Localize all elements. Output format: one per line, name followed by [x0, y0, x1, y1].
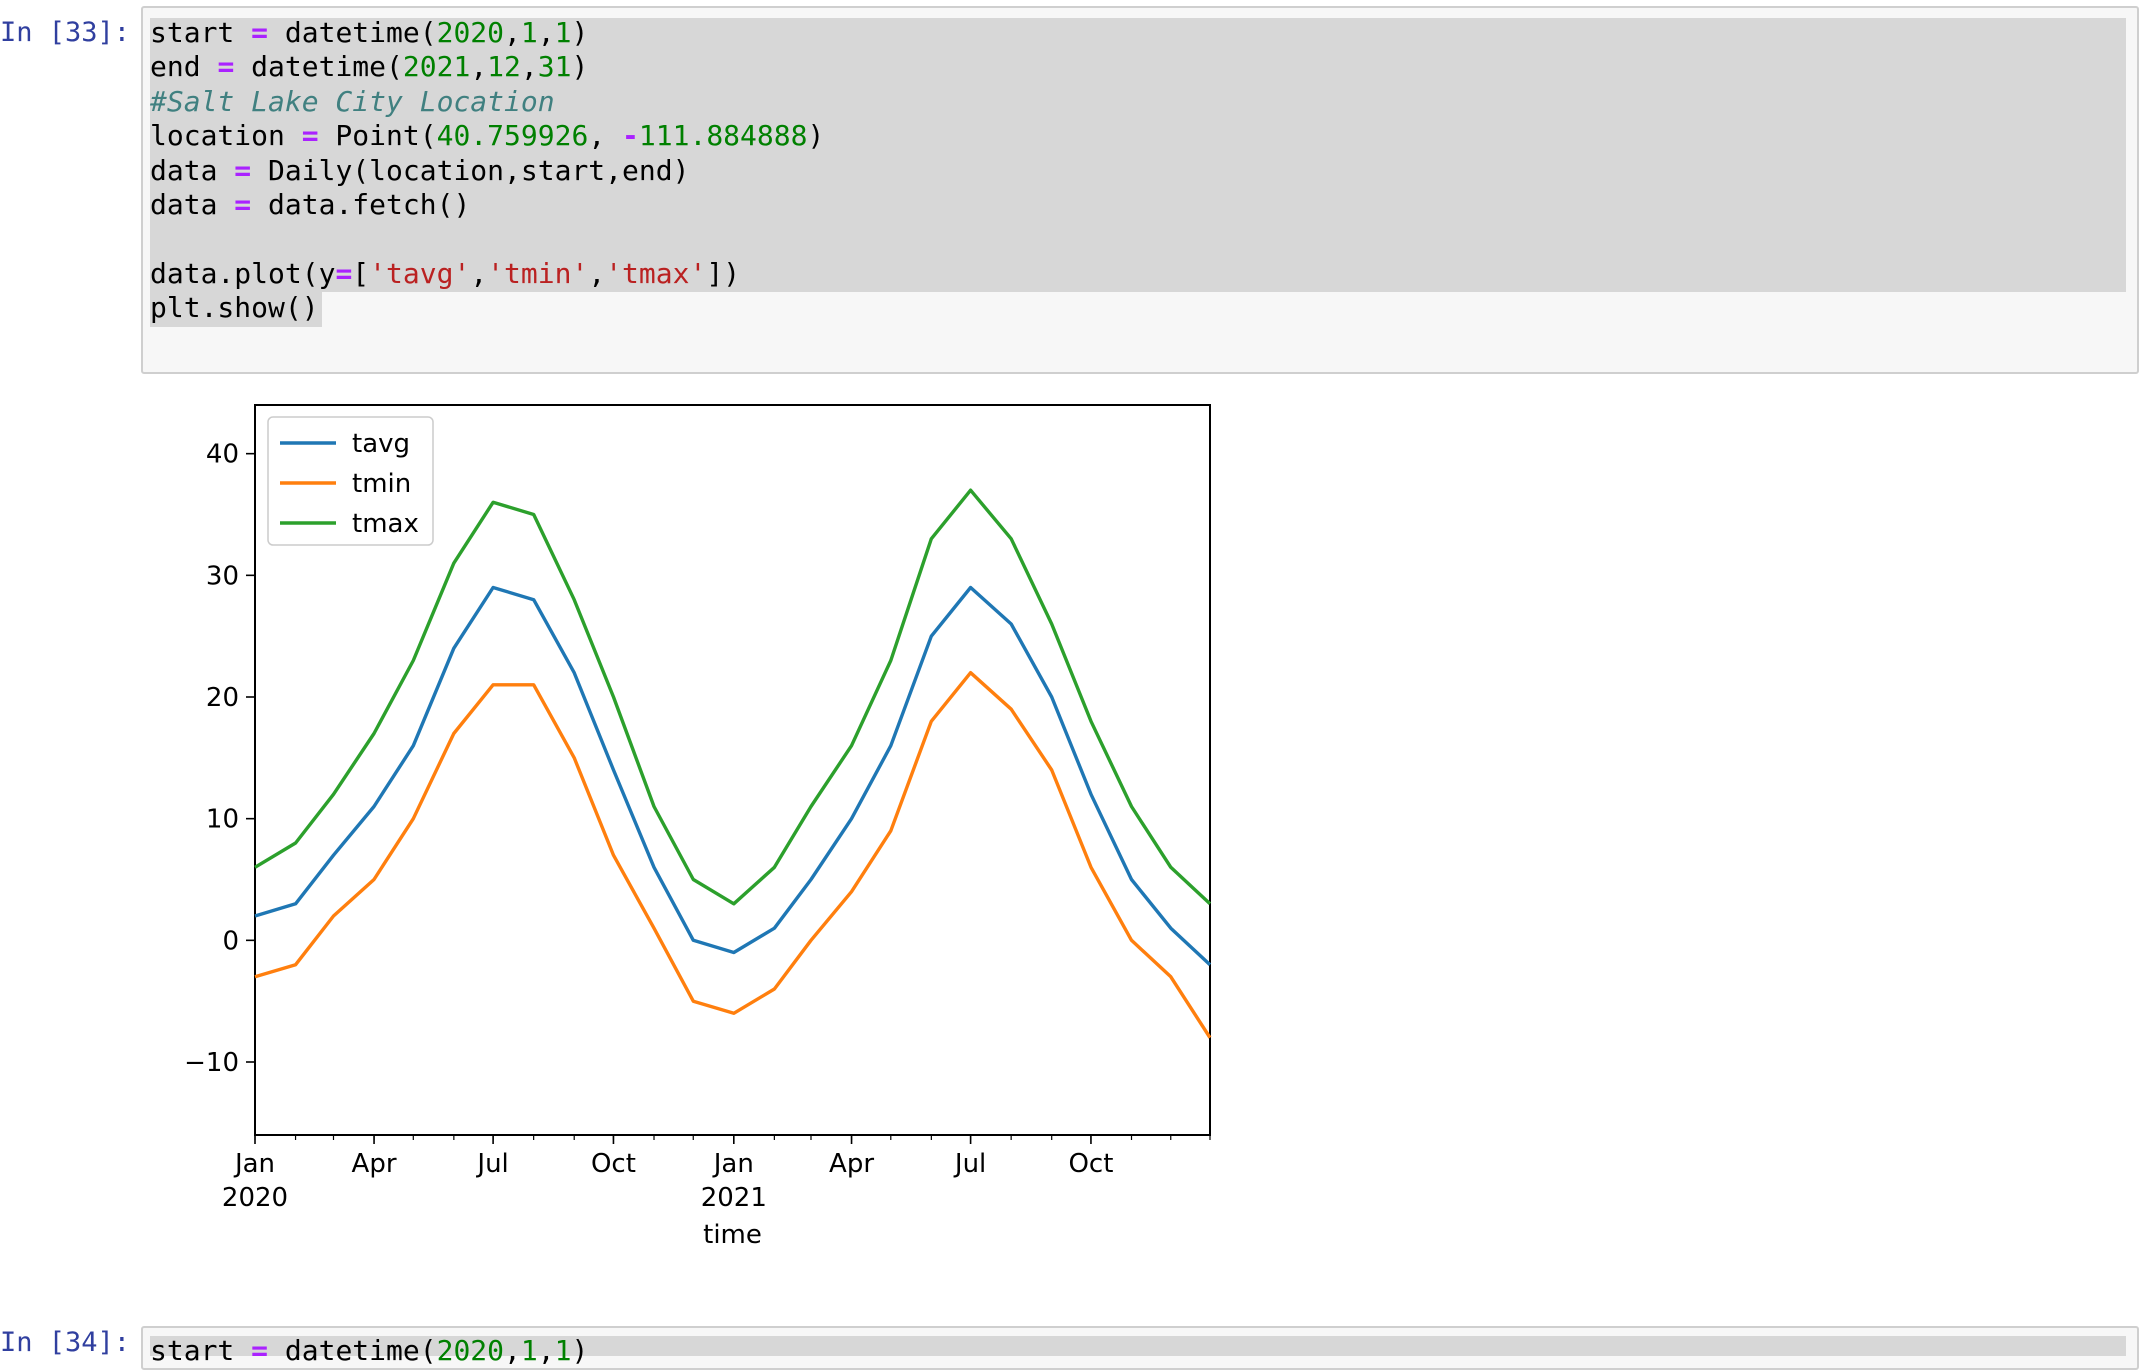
code-editor[interactable]: start = datetime(2020,1,1) end = datetime…	[150, 16, 824, 326]
temperature-line-chart: −10 0 10 20 30 40 Jan 2020 Apr Jul Oct Jan 2021 Apr Ju…	[184, 404, 1212, 1250]
y-tick-label: 30	[206, 561, 239, 591]
series-line-tavg	[254, 585, 1212, 966]
y-tick-label: 10	[206, 805, 239, 835]
x-tick-label: Oct	[1068, 1149, 1113, 1179]
x-tick-label: Apr	[352, 1149, 397, 1179]
y-tick-label: −10	[184, 1048, 239, 1078]
code-line: end = datetime(2021,12,31)	[150, 50, 589, 84]
series-line-tmax	[254, 488, 1212, 906]
legend-box	[267, 416, 434, 546]
x-tick-label: Jul	[953, 1149, 986, 1179]
x-tick-label: Oct	[591, 1149, 636, 1179]
code-line	[150, 222, 824, 256]
x-tick-label: Jan	[233, 1149, 275, 1179]
x-tick-label: Apr	[829, 1149, 874, 1179]
y-tick-label: 20	[206, 683, 239, 713]
selection-highlight	[150, 18, 2126, 292]
cell-prompt: In [34]:	[0, 1327, 131, 1358]
plot-output: −10 0 10 20 30 40 Jan 2020 Apr Jul Oct Jan 2021 Apr Ju…	[150, 390, 1270, 1290]
legend-label-tmin: tmin	[352, 469, 411, 499]
x-tick-year-label: 2020	[222, 1183, 288, 1213]
y-tick-label: 0	[222, 926, 239, 956]
cell-prompt: In [33]:	[0, 17, 131, 48]
code-line: plt.show()	[150, 291, 319, 325]
legend-label-tmax: tmax	[352, 509, 419, 539]
x-tick-label: Jul	[475, 1149, 508, 1179]
x-axis-label: time	[703, 1220, 762, 1250]
x-tick-label: Jan	[712, 1149, 754, 1179]
code-editor[interactable]: start = datetime(2020,1,1)	[150, 1334, 588, 1368]
legend-label-tavg: tavg	[352, 429, 410, 459]
y-tick-label: 40	[206, 440, 239, 470]
code-line: #Salt Lake City Location	[150, 84, 555, 118]
series-line-tmin	[254, 671, 1212, 1039]
code-line: data.plot(y=['tavg','tmin','tmax'])	[150, 256, 741, 290]
code-line: data = data.fetch()	[150, 187, 471, 221]
selection-highlight-tail	[150, 292, 322, 327]
code-line: start = datetime(2020,1,1)	[150, 1334, 589, 1367]
code-line: data = Daily(location,start,end)	[150, 153, 690, 187]
code-line: location = Point(40.759926, -111.884888)	[150, 119, 825, 153]
code-line: start = datetime(2020,1,1)	[150, 16, 589, 49]
x-tick-year-label: 2021	[701, 1183, 767, 1213]
